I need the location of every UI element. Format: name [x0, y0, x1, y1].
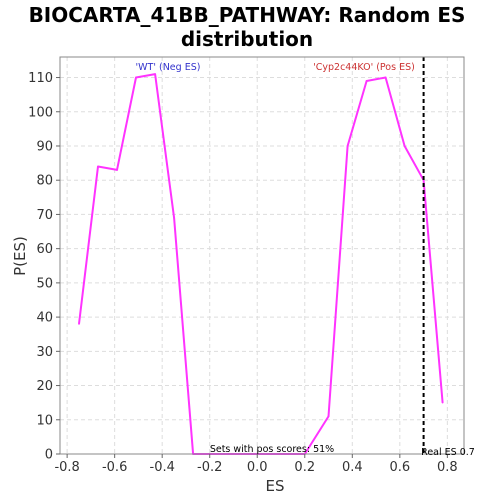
x-tick-label: -0.8 — [54, 460, 79, 475]
x-axis-label: ES — [266, 477, 285, 495]
y-axis-label: P(ES) — [11, 236, 29, 276]
chart-title-line1: BIOCARTA_41BB_PATHWAY: Random ES — [29, 3, 466, 27]
grid — [60, 57, 464, 455]
y-tick-label: 20 — [36, 379, 53, 394]
y-ticks: 0 10 20 30 40 50 60 70 80 90 100 110 — [28, 71, 60, 463]
x-ticks: -0.8 -0.6 -0.4 -0.2 0.0 0.2 0.4 0.6 0.8 — [54, 454, 458, 475]
data-point — [441, 401, 444, 404]
data-point — [97, 165, 99, 168]
data-point — [135, 76, 137, 79]
x-tick-label: -0.6 — [102, 460, 127, 475]
neg-es-label: 'WT' (Neg ES) — [136, 62, 201, 73]
real-es-label: Real ES 0.7 — [421, 447, 475, 458]
axes — [59, 56, 465, 455]
y-tick-label: 50 — [36, 276, 53, 291]
y-tick-label: 70 — [36, 208, 53, 223]
y-tick-label: 90 — [36, 139, 53, 154]
y-tick-label: 40 — [36, 311, 53, 326]
chart-title-line2: distribution — [181, 27, 313, 51]
y-tick-label: 60 — [36, 242, 53, 257]
data-point — [116, 169, 118, 171]
data-point — [173, 217, 175, 219]
data-point — [78, 323, 80, 325]
x-tick-label: 0.2 — [294, 460, 315, 475]
data-point — [154, 73, 156, 75]
data-point — [327, 415, 330, 418]
data-point — [403, 145, 406, 147]
data-point — [365, 80, 368, 82]
y-tick-label: 110 — [28, 71, 53, 86]
y-tick-label: 30 — [36, 345, 53, 360]
data-point — [384, 76, 387, 79]
y-tick-label: 80 — [36, 174, 53, 189]
x-tick-label: -0.4 — [150, 460, 175, 475]
x-tick-label: 0.8 — [437, 460, 458, 475]
data-point — [346, 145, 349, 147]
x-tick-label: -0.2 — [197, 460, 222, 475]
x-tick-label: 0.6 — [389, 460, 410, 475]
y-tick-label: 10 — [36, 413, 53, 428]
sets-pos-scores-label: Sets with pos scores: 51% — [210, 444, 334, 455]
x-tick-label: 0.0 — [247, 460, 268, 475]
x-tick-label: 0.4 — [342, 460, 363, 475]
y-tick-label: 100 — [28, 105, 53, 120]
plot-area — [60, 57, 464, 454]
plot-border — [59, 56, 465, 455]
pos-es-label: 'Cyp2c44KO' (Pos ES) — [313, 62, 415, 73]
y-tick-label: 0 — [45, 448, 53, 463]
